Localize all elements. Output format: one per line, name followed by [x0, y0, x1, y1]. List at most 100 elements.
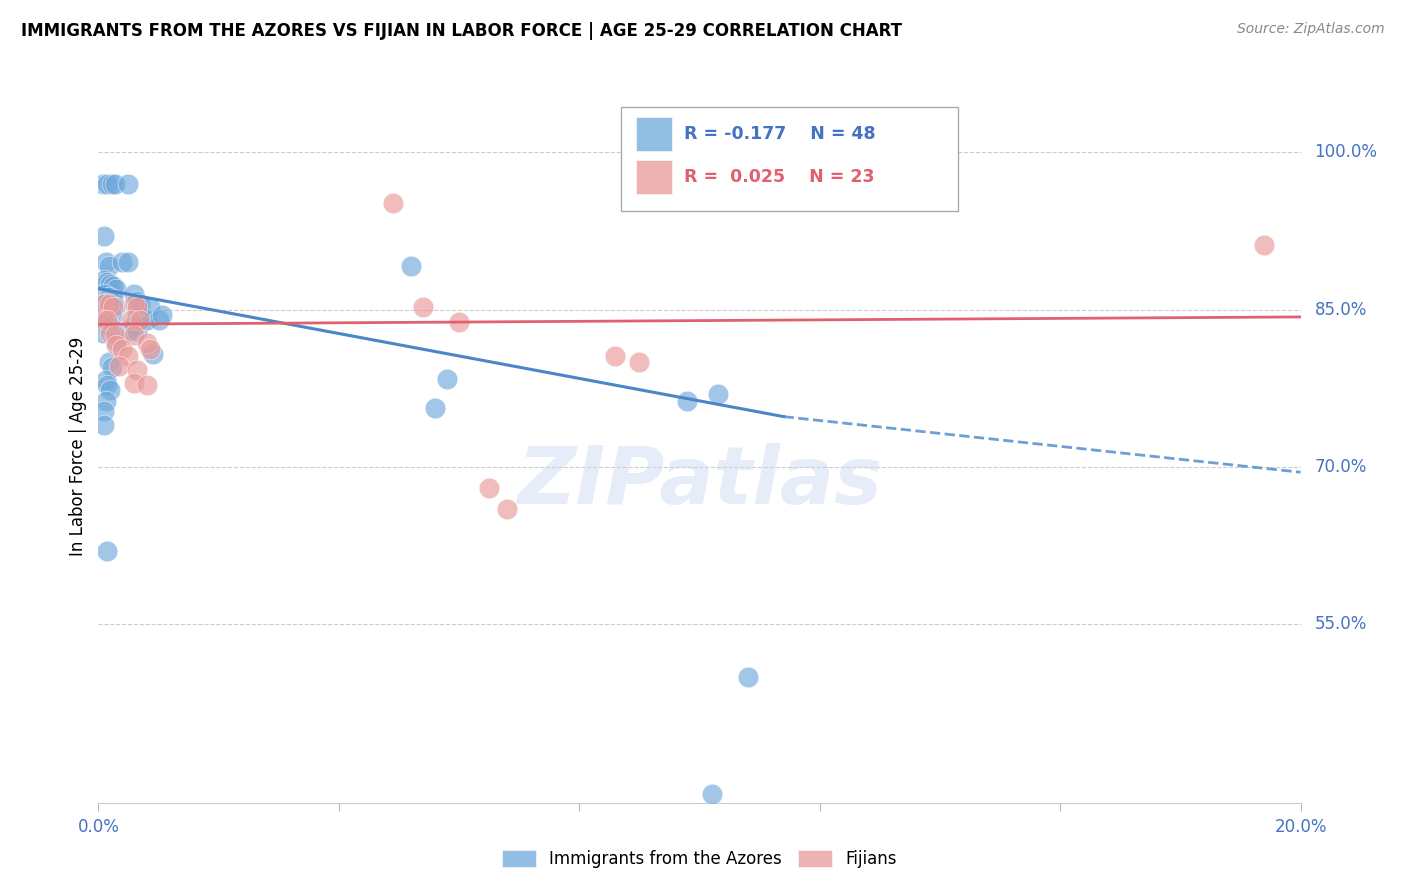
Point — [100, 177, 122, 191]
Point — [127, 324, 149, 338]
Bar — [636, 160, 672, 194]
Point — [98, 259, 121, 273]
Point — [93, 297, 115, 311]
Text: R =  0.025    N = 23: R = 0.025 N = 23 — [683, 168, 875, 186]
Point — [105, 334, 128, 348]
Point — [100, 384, 122, 398]
Text: IMMIGRANTS FROM THE AZORES VS FIJIAN IN LABOR FORCE | AGE 25-29 CORRELATION CHAR: IMMIGRANTS FROM THE AZORES VS FIJIAN IN … — [21, 22, 903, 40]
Point — [127, 294, 149, 309]
Text: R = -0.177    N = 48: R = -0.177 N = 48 — [683, 125, 876, 143]
Text: 70.0%: 70.0% — [1315, 458, 1367, 476]
Point — [148, 313, 170, 327]
Point — [127, 304, 149, 318]
Point — [100, 326, 122, 340]
Point — [108, 359, 131, 374]
Point — [135, 336, 157, 351]
Point — [124, 327, 146, 342]
Point — [103, 292, 125, 306]
Point — [96, 318, 118, 332]
Point — [96, 313, 118, 327]
Legend: Immigrants from the Azores, Fijians: Immigrants from the Azores, Fijians — [494, 842, 905, 877]
Y-axis label: In Labor Force | Age 25-29: In Labor Force | Age 25-29 — [69, 336, 87, 556]
Point — [103, 301, 125, 315]
Point — [496, 502, 519, 516]
Point — [100, 298, 122, 312]
Point — [98, 290, 121, 304]
Point — [94, 296, 117, 310]
Point — [124, 376, 146, 390]
Point — [96, 177, 118, 191]
Text: 85.0%: 85.0% — [1315, 301, 1367, 318]
Point — [700, 788, 723, 802]
Point — [100, 360, 122, 375]
Point — [706, 386, 728, 401]
Point — [129, 297, 152, 311]
Point — [105, 282, 128, 296]
Point — [129, 313, 152, 327]
Point — [1253, 237, 1275, 252]
Point — [93, 417, 115, 432]
Point — [93, 304, 115, 318]
Text: ZIPatlas: ZIPatlas — [517, 442, 882, 521]
Point — [676, 393, 699, 408]
Point — [96, 275, 118, 289]
Point — [96, 544, 118, 558]
Point — [124, 286, 146, 301]
Point — [127, 301, 149, 315]
Text: Source: ZipAtlas.com: Source: ZipAtlas.com — [1237, 22, 1385, 37]
Point — [117, 324, 139, 338]
Point — [478, 481, 501, 495]
Point — [111, 343, 134, 357]
FancyBboxPatch shape — [621, 107, 957, 211]
Point — [132, 313, 155, 327]
Point — [94, 373, 117, 387]
Point — [94, 393, 117, 408]
Point — [150, 308, 173, 322]
Point — [100, 319, 122, 334]
Point — [93, 404, 115, 418]
Point — [141, 346, 163, 360]
Bar — [636, 117, 672, 152]
Point — [94, 255, 117, 269]
Point — [117, 177, 139, 191]
Point — [138, 343, 160, 357]
Point — [138, 301, 160, 315]
Point — [423, 401, 446, 416]
Text: 100.0%: 100.0% — [1315, 143, 1378, 161]
Point — [100, 277, 122, 292]
Point — [135, 378, 157, 392]
Point — [605, 349, 627, 363]
Point — [381, 195, 404, 210]
Point — [93, 273, 115, 287]
Point — [96, 378, 118, 392]
Point — [111, 255, 134, 269]
Point — [98, 297, 121, 311]
Point — [93, 286, 115, 301]
Point — [96, 307, 118, 321]
Point — [93, 313, 115, 327]
Point — [737, 670, 759, 684]
Point — [100, 309, 122, 323]
Point — [117, 255, 139, 269]
Point — [104, 327, 127, 342]
Point — [628, 355, 651, 369]
Text: 55.0%: 55.0% — [1315, 615, 1367, 633]
Point — [127, 363, 149, 377]
Point — [104, 177, 127, 191]
Point — [93, 315, 115, 329]
Point — [105, 338, 128, 352]
Point — [124, 297, 146, 311]
Point — [129, 310, 152, 324]
Point — [91, 326, 114, 340]
Point — [399, 259, 422, 273]
Point — [103, 279, 125, 293]
Point — [91, 177, 114, 191]
Point — [412, 301, 434, 315]
Point — [124, 318, 146, 333]
Point — [98, 355, 121, 369]
Point — [135, 313, 157, 327]
Point — [121, 313, 143, 327]
Point — [93, 229, 115, 244]
Point — [117, 349, 139, 363]
Point — [104, 301, 127, 315]
